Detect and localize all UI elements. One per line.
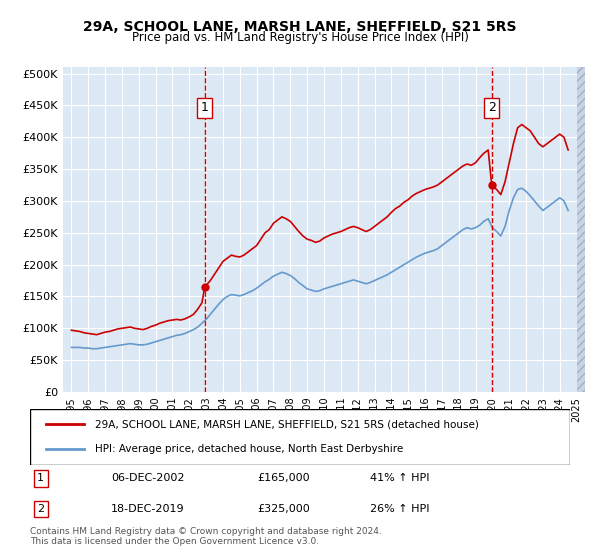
Text: 06-DEC-2002: 06-DEC-2002: [111, 473, 185, 483]
FancyBboxPatch shape: [30, 409, 570, 465]
Text: 2: 2: [488, 101, 496, 114]
Text: £325,000: £325,000: [257, 504, 310, 514]
Text: 29A, SCHOOL LANE, MARSH LANE, SHEFFIELD, S21 5RS (detached house): 29A, SCHOOL LANE, MARSH LANE, SHEFFIELD,…: [95, 419, 479, 430]
Text: 41% ↑ HPI: 41% ↑ HPI: [370, 473, 430, 483]
Bar: [577, 67, 585, 392]
Text: £165,000: £165,000: [257, 473, 310, 483]
Text: 1: 1: [201, 101, 209, 114]
Text: 26% ↑ HPI: 26% ↑ HPI: [370, 504, 430, 514]
Text: 2: 2: [37, 504, 44, 514]
Text: Price paid vs. HM Land Registry's House Price Index (HPI): Price paid vs. HM Land Registry's House …: [131, 31, 469, 44]
Text: HPI: Average price, detached house, North East Derbyshire: HPI: Average price, detached house, Nort…: [95, 444, 403, 454]
Text: 18-DEC-2019: 18-DEC-2019: [111, 504, 185, 514]
Text: 1: 1: [37, 473, 44, 483]
Text: 29A, SCHOOL LANE, MARSH LANE, SHEFFIELD, S21 5RS: 29A, SCHOOL LANE, MARSH LANE, SHEFFIELD,…: [83, 20, 517, 34]
Text: Contains HM Land Registry data © Crown copyright and database right 2024.
This d: Contains HM Land Registry data © Crown c…: [30, 526, 382, 546]
